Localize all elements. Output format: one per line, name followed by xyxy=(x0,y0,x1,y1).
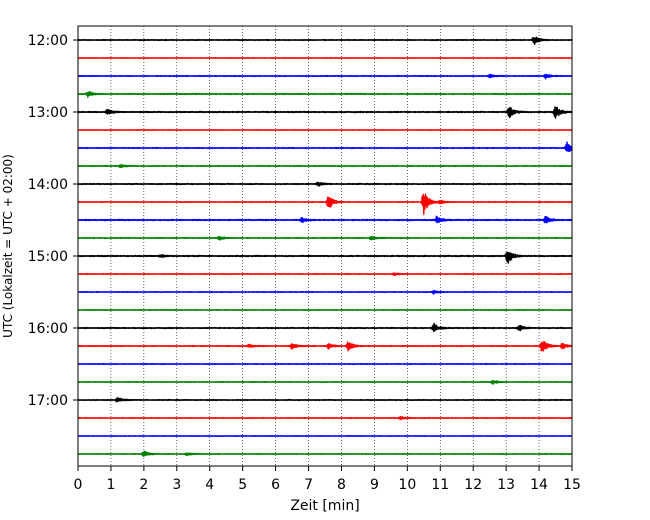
x-tick-label: 15 xyxy=(563,477,581,493)
x-tick-label: 2 xyxy=(139,477,148,493)
vertical-grid-lines xyxy=(110,26,540,466)
x-tick-label: 1 xyxy=(106,477,115,493)
trace-1745 xyxy=(77,450,573,458)
trace-1300 xyxy=(77,106,573,119)
y-tick-label: 16:00 xyxy=(28,321,68,337)
x-tick-label: 9 xyxy=(370,477,379,493)
trace-1445 xyxy=(77,235,573,241)
x-tick-label: 11 xyxy=(431,477,449,493)
x-tick-label: 6 xyxy=(271,477,280,493)
trace-1630 xyxy=(77,362,573,366)
plot-frame xyxy=(77,25,573,467)
trace-1345 xyxy=(77,163,573,169)
trace-1600 xyxy=(77,322,573,333)
trace-1715 xyxy=(77,416,573,421)
trace-1430 xyxy=(77,215,573,224)
trace-1400 xyxy=(77,181,573,187)
y-tick-label: 15:00 xyxy=(28,249,68,265)
x-axis: 0 1 2 3 4 5 6 7 8 9 10 11 12 13 14 15 xyxy=(74,466,581,493)
trace-1615 xyxy=(77,340,573,352)
trace-1545 xyxy=(77,308,573,312)
x-tick-label: 4 xyxy=(205,477,214,493)
y-axis-title: UTC (Lokalzeit = UTC + 02:00) xyxy=(1,154,15,338)
trace-1730 xyxy=(77,434,573,438)
trace-1700 xyxy=(77,397,573,403)
x-tick-label: 7 xyxy=(304,477,313,493)
trace-1200 xyxy=(77,36,573,46)
trace-1530 xyxy=(77,289,573,295)
x-tick-label: 14 xyxy=(530,477,548,493)
trace-1245 xyxy=(77,91,573,98)
x-tick-label: 5 xyxy=(238,477,247,493)
trace-1215 xyxy=(77,56,573,60)
y-axis: 12:00 13:00 14:00 15:00 16:00 17:00 xyxy=(28,33,78,409)
seismogram-traces xyxy=(77,36,573,458)
trace-1330 xyxy=(77,141,573,152)
y-tick-label: 13:00 xyxy=(28,105,68,121)
trace-1515 xyxy=(77,272,573,277)
trace-1315 xyxy=(77,128,573,132)
x-axis-title: Zeit [min] xyxy=(290,498,359,514)
trace-1230 xyxy=(77,73,573,80)
y-tick-label: 17:00 xyxy=(28,393,68,409)
x-tick-label: 0 xyxy=(74,477,83,493)
y-tick-label: 14:00 xyxy=(28,177,68,193)
trace-1415 xyxy=(77,193,573,215)
x-tick-label: 10 xyxy=(398,477,416,493)
trace-1645 xyxy=(77,379,573,385)
x-tick-label: 13 xyxy=(497,477,515,493)
trace-1500 xyxy=(77,251,573,264)
y-tick-label: 12:00 xyxy=(28,33,68,49)
x-tick-label: 8 xyxy=(337,477,346,493)
x-tick-label: 12 xyxy=(464,477,482,493)
x-tick-label: 3 xyxy=(172,477,181,493)
